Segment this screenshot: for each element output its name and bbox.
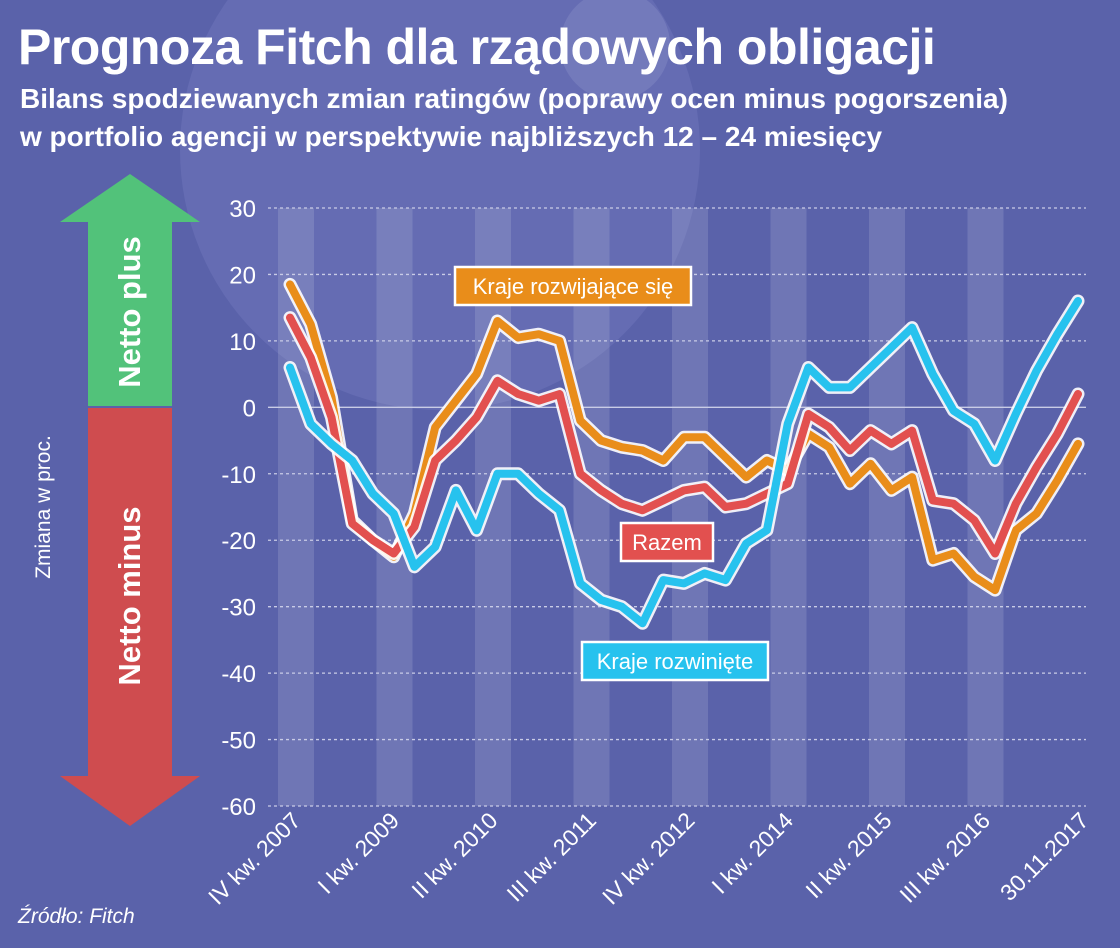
x-tick-label: IV kw. 2012: [597, 807, 699, 909]
subtitle-line-1: Bilans spodziewanych zmian ratingów (pop…: [20, 83, 1008, 114]
x-tick-label: III kw. 2016: [894, 807, 995, 908]
series-label-text: Kraje rozwijające się: [473, 274, 674, 299]
background-circle-small: [560, 0, 670, 100]
x-tick-label: III kw. 2011: [502, 807, 601, 906]
netto-plus-arrow: Netto plus: [60, 174, 200, 406]
chart-series-labels: Kraje rozwijające się Razem Kraje rozwinię…: [453, 265, 770, 682]
chart-x-ticks: IV kw. 2007 I kw. 2009 II kw. 2010 III kw. …: [203, 807, 1093, 910]
netto-plus-label: Netto plus: [112, 236, 147, 388]
series-line-razem: [286, 313, 1082, 558]
chart-band: [869, 208, 905, 806]
series-label-text: Razem: [632, 530, 702, 555]
y-tick-label: -30: [221, 595, 256, 622]
chart-lines: [283, 277, 1085, 630]
x-tick-label: II kw. 2010: [406, 807, 502, 903]
series-label-background: [580, 640, 770, 682]
page-title: Prognoza Fitch dla rządowych obligacji: [18, 19, 936, 75]
chart-band: [672, 208, 708, 806]
x-tick-label: 30.11.2017: [995, 807, 1094, 906]
y-tick-label: -20: [221, 528, 256, 555]
chart-band: [573, 208, 610, 806]
series-label-box: Kraje rozwinięte: [580, 640, 770, 682]
series-label-background: [619, 521, 715, 563]
x-tick-label: I kw. 2009: [312, 807, 404, 899]
netto-minus-arrow: Netto minus: [60, 408, 200, 826]
x-tick-label: II kw. 2015: [800, 807, 896, 903]
y-tick-label: 30: [229, 196, 256, 223]
y-tick-label: -10: [221, 462, 256, 489]
y-axis-label: Zmiana w proc.: [32, 435, 55, 579]
y-tick-label: -50: [221, 728, 256, 755]
subtitle-line-2: w portfolio agencji w perspektywie najbl…: [20, 121, 883, 152]
y-tick-label: 0: [243, 395, 256, 422]
chart-band: [967, 208, 1004, 806]
chart-y-ticks: 30 20 10 0 -10 -20 -30 -40 -50 -60: [221, 196, 256, 821]
y-tick-label: 20: [229, 262, 256, 289]
y-tick-label: -60: [221, 794, 256, 821]
source-note: Źródło: Fitch: [18, 905, 135, 928]
netto-minus-label: Netto minus: [112, 506, 147, 685]
x-tick-label: I kw. 2014: [706, 807, 798, 899]
series-label-background: [453, 265, 693, 307]
page-subtitle: Bilans spodziewanych zmian ratingów (pop…: [20, 80, 1110, 156]
x-tick-label: IV kw. 2007: [203, 807, 305, 909]
series-label-text: Kraje rozwinięte: [597, 649, 754, 674]
y-tick-label: 10: [229, 329, 256, 356]
y-tick-label: -40: [221, 661, 256, 688]
series-line-kraje-rozwiniete: [286, 297, 1082, 628]
series-label-box: Kraje rozwijające się: [453, 265, 693, 307]
series-label-box: Razem: [619, 521, 715, 563]
